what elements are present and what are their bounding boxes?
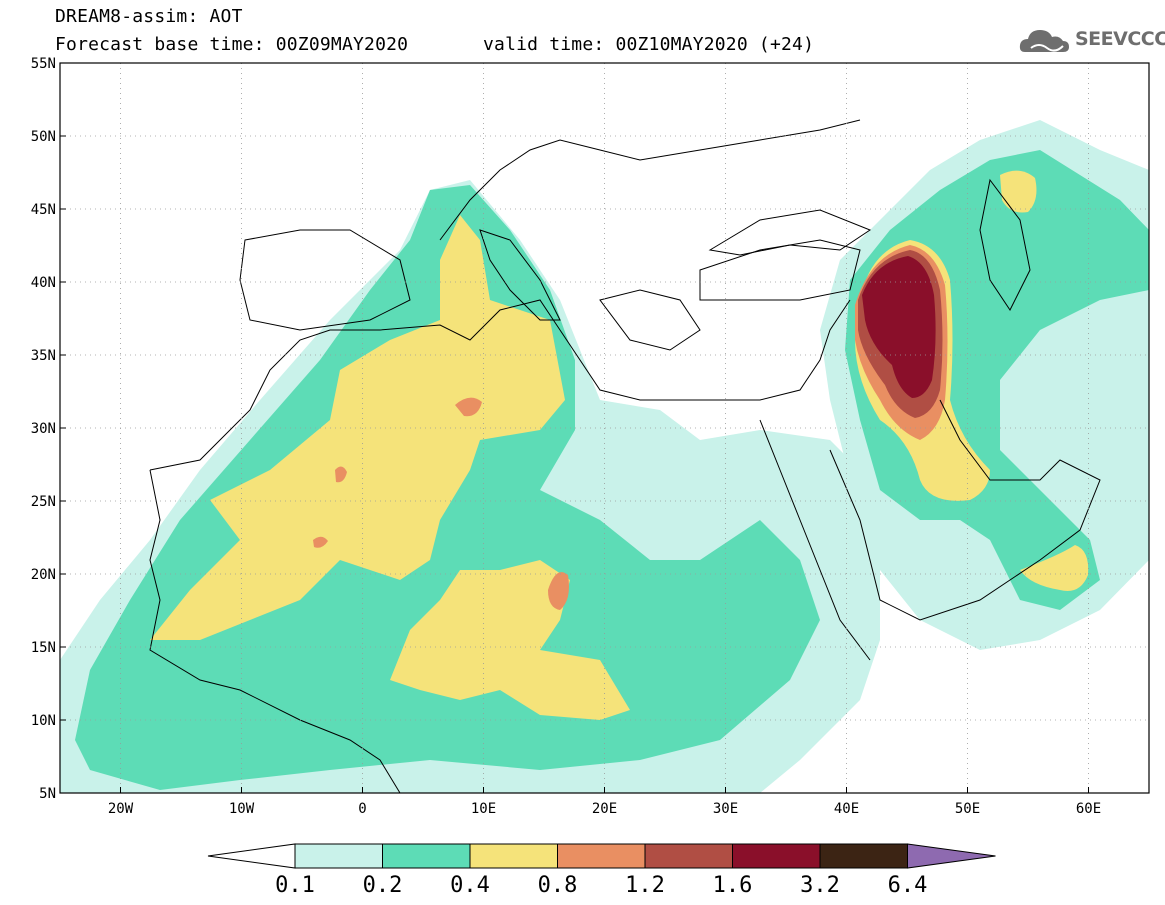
lon-tick-label: 40E	[834, 801, 859, 817]
colorbar-label: 1.6	[713, 873, 753, 898]
lat-tick-label: 45N	[31, 202, 56, 218]
colorbar-label: 0.2	[363, 873, 403, 898]
colorbar-over-triangle	[907, 843, 996, 869]
aot-level-0.4-sahara	[150, 215, 565, 640]
colorbar-swatch	[732, 843, 821, 869]
lon-tick-label: 60E	[1076, 801, 1101, 817]
lat-tick-label: 35N	[31, 348, 56, 364]
colorbar-swatch	[644, 843, 733, 869]
europe-africa-coastline	[149, 299, 851, 471]
europe-borders	[439, 119, 861, 241]
lat-tick-label: 50N	[31, 129, 56, 145]
colorbar-swatch	[382, 843, 471, 869]
colorbar-swatch	[557, 843, 646, 869]
iberia-coastline	[239, 229, 411, 331]
colorbar-label: 3.2	[800, 873, 840, 898]
coastlines	[149, 119, 1101, 793]
west-africa-coastline	[149, 469, 401, 793]
colorbar-label: 0.1	[275, 873, 315, 898]
greece-coastline	[599, 289, 701, 351]
logo-text: SEEVCCC	[1075, 28, 1165, 50]
lat-tick-label: 5N	[39, 786, 56, 802]
colorbar-label: 0.8	[538, 873, 578, 898]
lat-tick-label: 55N	[31, 56, 56, 72]
lat-tick-label: 25N	[31, 494, 56, 510]
lat-tick-label: 20N	[31, 567, 56, 583]
aot-level-0.4-chad	[390, 560, 630, 720]
cloud-icon	[1019, 30, 1069, 52]
caspian-coastline	[979, 178, 1031, 311]
arabia-coastline	[829, 399, 1101, 621]
aot-level-0.8-spot1	[455, 397, 482, 417]
lon-tick-label: 0	[358, 801, 366, 817]
gridlines	[60, 63, 1149, 793]
aot-level-0.8-spot4	[548, 572, 569, 610]
aot-level-1.6-east	[862, 256, 936, 398]
logo	[1015, 22, 1155, 62]
axis-ticks: 55N 50N 45N 40N 35N 30N 25N 20N 15N 10N 5N 20W 10W 0 1…	[31, 56, 1101, 817]
italy-coastline	[479, 229, 561, 321]
aot-level-0.8-spot3	[313, 536, 328, 548]
forecast-base-time: Forecast base time: 00Z09MAY2020	[55, 34, 409, 55]
aot-level-0.4-caspian	[1000, 170, 1037, 213]
aot-level-0.8-spot2	[335, 466, 347, 483]
red-sea-coastline	[759, 419, 871, 661]
lat-tick-label: 15N	[31, 640, 56, 656]
lat-tick-label: 10N	[31, 713, 56, 729]
colorbar-swatch	[469, 843, 558, 869]
lon-tick-label: 30E	[713, 801, 738, 817]
lon-tick-label: 50E	[955, 801, 980, 817]
colorbar-under-triangle	[207, 843, 296, 869]
aot-level-0.4-oman	[1020, 545, 1089, 591]
lat-tick-label: 40N	[31, 275, 56, 291]
lat-tick-label: 30N	[31, 421, 56, 437]
colorbar: 0.1 0.2 0.4 0.8 1.2 1.6 3.2 6.4	[207, 843, 996, 898]
lon-tick-label: 20E	[592, 801, 617, 817]
lon-tick-label: 20W	[108, 801, 134, 817]
black-sea-coastline	[708, 209, 872, 256]
valid-time: valid time: 00Z10MAY2020 (+24)	[483, 34, 815, 55]
colorbar-swatch	[294, 843, 383, 869]
lon-tick-label: 10E	[471, 801, 496, 817]
colorbar-label: 0.4	[450, 873, 490, 898]
colorbar-label: 1.2	[625, 873, 665, 898]
lon-tick-label: 10W	[229, 801, 255, 817]
colorbar-swatch	[819, 843, 908, 869]
colorbar-label: 6.4	[888, 873, 928, 898]
map-title: DREAM8-assim: AOT	[55, 6, 243, 27]
